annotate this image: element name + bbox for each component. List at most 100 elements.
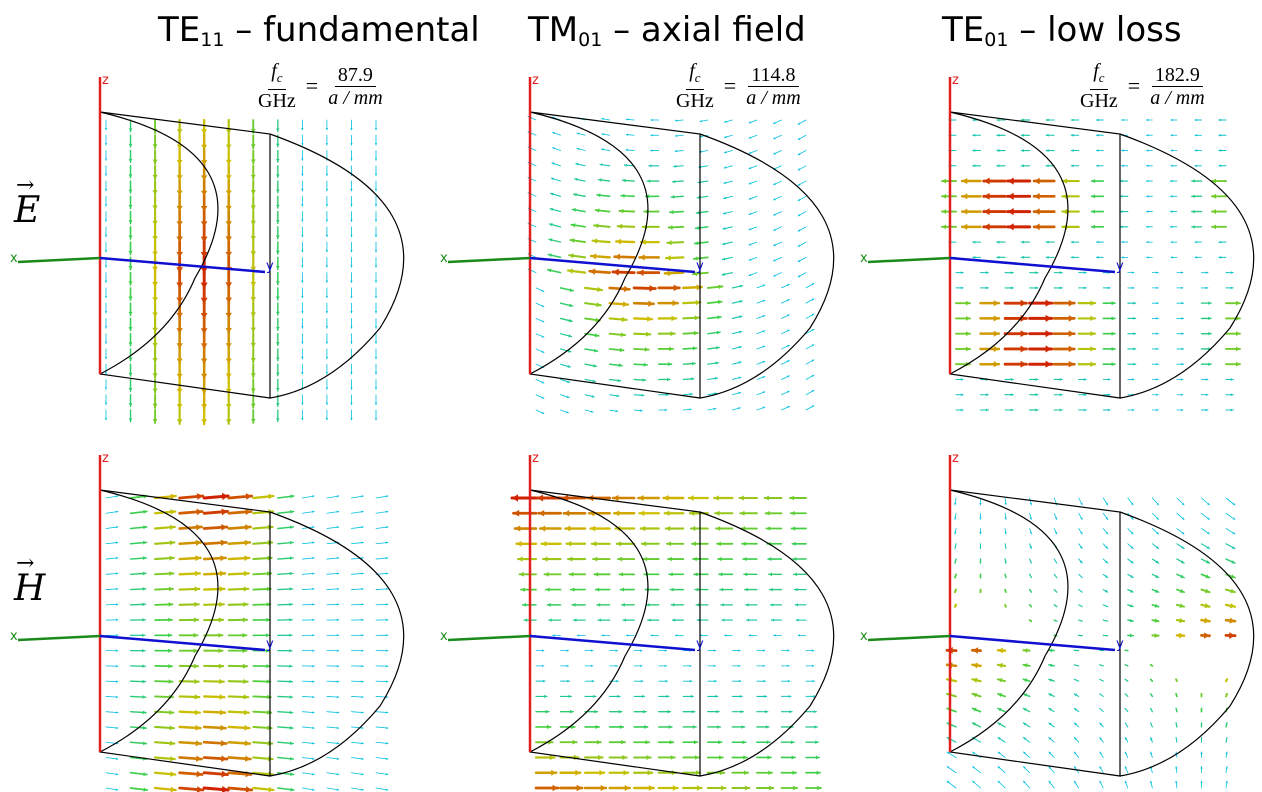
field-arrow (104, 394, 108, 406)
field-arrow (325, 409, 329, 421)
field-arrow (946, 722, 957, 728)
field-arrow (1176, 573, 1185, 579)
field-arrow (682, 694, 694, 698)
field-arrow (545, 587, 562, 592)
field-arrow (176, 179, 183, 197)
field-arrow (658, 679, 669, 683)
field-arrow (252, 493, 275, 500)
y-axis (99, 256, 266, 274)
field-arrow (250, 393, 256, 409)
field-arrows (941, 118, 1241, 412)
field-arrows (510, 494, 822, 792)
field-arrow (1090, 224, 1105, 229)
field-arrow (301, 695, 315, 699)
field-arrow (1121, 256, 1129, 259)
field-arrow (946, 751, 957, 758)
field-arrow (954, 573, 957, 579)
field-arrow (301, 134, 304, 146)
field-arrow (128, 210, 133, 225)
field-arrow (797, 241, 807, 247)
z-axis-label: z (102, 73, 109, 88)
field-arrow (301, 757, 315, 760)
field-arrow (663, 510, 685, 517)
field-arrow (584, 394, 595, 398)
field-arrow (104, 211, 108, 222)
field-arrow (1225, 692, 1228, 698)
field-arrow (350, 272, 353, 284)
field-arrow (252, 679, 272, 684)
field-arrow (971, 692, 982, 698)
field-arrow (375, 741, 389, 745)
field-arrow (707, 407, 717, 411)
field-arrow (715, 526, 734, 531)
field-arrow (374, 394, 378, 406)
field-arrow (1048, 648, 1055, 653)
field-arrow (731, 299, 743, 304)
field-arrow (325, 195, 329, 207)
field-arrow (154, 679, 174, 684)
field-arrow (564, 525, 587, 532)
field-arrow (1201, 512, 1210, 520)
field-arrow (227, 694, 250, 700)
field-arrow (1077, 346, 1097, 352)
field-arrow (1194, 118, 1202, 122)
field-arrow (559, 333, 573, 338)
field-arrow (1225, 558, 1236, 564)
field-arrow (647, 618, 660, 622)
x-axis (867, 634, 951, 642)
field-arrow (1053, 271, 1063, 275)
field-arrow (250, 149, 256, 165)
field-arrow (569, 238, 587, 244)
field-arrow (706, 284, 724, 290)
field-arrow (789, 510, 807, 516)
field-arrow (617, 556, 636, 562)
field-arrow (707, 376, 719, 381)
field-arrow (997, 766, 1006, 774)
field-arrow (1102, 378, 1111, 381)
field-arrow (326, 695, 340, 699)
field-arrow (374, 134, 378, 146)
field-arrow (351, 587, 364, 591)
field-arrow (1073, 707, 1080, 713)
field-arrow (350, 226, 353, 238)
field-arrow (325, 272, 329, 284)
field-arrow (1045, 149, 1055, 153)
field-arrow (793, 587, 807, 592)
field-arrow (535, 379, 545, 384)
field-arrow (1170, 164, 1178, 168)
field-arrow (682, 408, 692, 411)
field-arrow (152, 317, 158, 334)
field-arrow (756, 345, 766, 350)
field-arrows (104, 118, 378, 426)
field-arrow (1073, 780, 1080, 789)
field-arrow (535, 302, 545, 308)
field-arrow (225, 195, 232, 213)
field-arrow (225, 118, 232, 135)
field-arrow (535, 649, 545, 652)
field-arrow (1225, 300, 1241, 306)
field-arrow (1211, 178, 1227, 184)
field-arrow (780, 740, 795, 745)
field-arrow (714, 510, 734, 516)
field-arrow (552, 634, 561, 637)
field-arrow (227, 601, 249, 608)
x-axis-label: x (860, 251, 868, 266)
field-arrow (250, 119, 256, 134)
field-arrow (609, 679, 620, 683)
field-arrow (375, 787, 389, 791)
field-arrow (252, 664, 271, 669)
field-arrow (1127, 362, 1137, 366)
field-arrow (1191, 194, 1203, 199)
field-arrow (588, 268, 611, 275)
field-arrow (954, 512, 957, 520)
field-arrows (527, 116, 815, 415)
field-arrow (621, 602, 635, 607)
field-arrow (731, 694, 743, 698)
field-arrow (277, 710, 294, 715)
field-arrow (731, 376, 742, 380)
field-arrow (550, 192, 562, 197)
field-arrow (797, 165, 807, 171)
field-arrow (1022, 693, 1031, 698)
field-arrow (154, 602, 174, 607)
field-arrow (129, 741, 148, 746)
